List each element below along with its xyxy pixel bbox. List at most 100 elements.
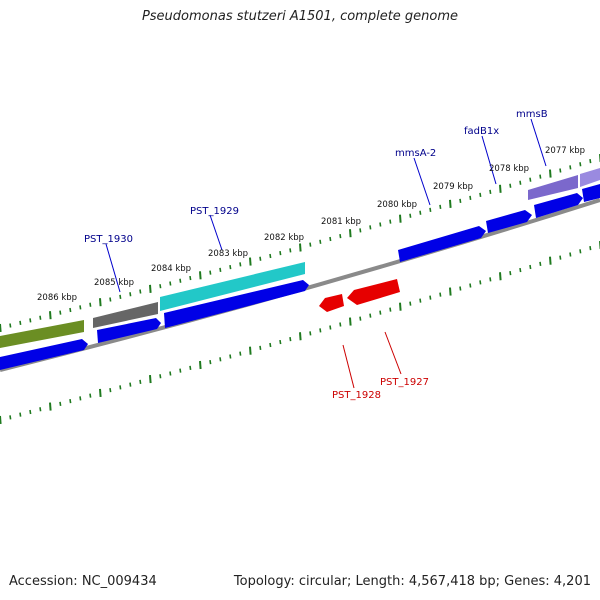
forward-gene-arrow[interactable]: [486, 210, 532, 233]
tick-mark: [589, 159, 592, 164]
tick-mark: [399, 214, 402, 223]
tick-mark: [199, 360, 202, 370]
scale-labels: 2077 kbp 2078 kbp 2079 kbp 2080 kbp 2081…: [37, 146, 585, 303]
cog-bar-olive[interactable]: [0, 320, 84, 348]
forward-gene-arrow[interactable]: [97, 318, 161, 343]
gene-label-pst1930[interactable]: PST_1930: [84, 234, 133, 245]
scale-label: 2083 kbp: [208, 249, 248, 259]
tick-mark: [159, 374, 162, 379]
tick-mark: [469, 195, 472, 201]
label-line-pst1929: [209, 214, 223, 251]
gene-label-pst1928[interactable]: PST_1928: [332, 390, 381, 401]
scale-label: 2085 kbp: [94, 278, 134, 288]
tick-mark: [189, 365, 192, 370]
tick-mark: [39, 315, 42, 320]
reverse-gene-arrow[interactable]: [319, 294, 344, 312]
forward-gene-arrow[interactable]: [0, 339, 88, 370]
tick-mark: [249, 257, 252, 266]
tick-mark: [349, 317, 352, 326]
tick-mark: [159, 284, 162, 289]
tick-mark: [9, 323, 12, 328]
tick-mark: [379, 222, 382, 227]
forward-gene-arrow[interactable]: [164, 280, 309, 328]
tick-mark: [239, 351, 242, 356]
tick-mark: [499, 184, 502, 193]
tick-mark: [469, 283, 472, 288]
tick-mark: [229, 264, 232, 270]
tick-mark: [119, 294, 122, 299]
lower-tick-ring: [0, 241, 600, 425]
tick-mark: [149, 284, 152, 293]
scale-label: 2086 kbp: [37, 293, 77, 303]
tick-mark: [79, 305, 82, 310]
tick-mark: [129, 292, 132, 297]
tick-mark: [139, 379, 142, 384]
tick-mark: [499, 272, 502, 281]
tick-mark: [289, 248, 292, 253]
gene-label-mmsB[interactable]: mmsB: [516, 109, 548, 120]
tick-mark: [99, 298, 102, 307]
tick-mark: [339, 322, 342, 327]
tick-mark: [209, 360, 212, 365]
tick-mark: [449, 199, 452, 208]
tick-mark: [139, 289, 142, 294]
tick-mark: [109, 388, 112, 393]
tick-mark: [509, 271, 512, 276]
tick-mark: [319, 239, 322, 244]
gene-label-mmsA2[interactable]: mmsA-2: [395, 148, 436, 159]
tick-mark: [489, 189, 492, 194]
tick-mark: [429, 207, 432, 212]
gene-labels: mmsB fadB1x mmsA-2 PST_1929 PST_1930 PST…: [84, 109, 548, 401]
gene-label-pst1927[interactable]: PST_1927: [380, 377, 429, 388]
tick-mark: [99, 388, 102, 397]
scale-label: 2082 kbp: [264, 233, 304, 243]
cog-bar-cyan[interactable]: [160, 262, 305, 311]
tick-mark: [249, 346, 252, 355]
tick-mark: [19, 320, 22, 326]
scale-label: 2078 kbp: [489, 164, 529, 174]
tick-mark: [439, 292, 442, 297]
tick-mark: [509, 183, 512, 188]
tick-mark: [279, 251, 282, 256]
reverse-strand-genes: [319, 279, 400, 312]
tick-mark: [579, 162, 582, 167]
tick-mark: [49, 311, 52, 320]
cog-bar-gray[interactable]: [93, 302, 158, 328]
tick-mark: [539, 261, 542, 266]
tick-mark: [369, 225, 372, 230]
tick-mark: [0, 323, 2, 333]
gene-label-fadB1x[interactable]: fadB1x: [464, 126, 499, 137]
tick-mark: [359, 228, 362, 233]
reverse-gene-arrow[interactable]: [347, 279, 400, 305]
topology-text: Topology: circular; Length: 4,567,418 bp…: [233, 574, 591, 589]
tick-mark: [309, 331, 312, 336]
tick-mark: [389, 219, 392, 224]
tick-mark: [269, 253, 272, 259]
tick-mark: [149, 374, 152, 384]
tick-mark: [269, 342, 272, 348]
tick-mark: [169, 281, 172, 286]
cog-bar-purple[interactable]: [528, 175, 578, 200]
forward-gene-arrow[interactable]: [398, 226, 486, 262]
forward-gene-arrow[interactable]: [534, 193, 583, 218]
tick-mark: [199, 271, 202, 280]
tick-mark: [419, 298, 422, 303]
gene-label-pst1929[interactable]: PST_1929: [190, 206, 239, 217]
forward-gene-arrow[interactable]: [582, 184, 600, 202]
tick-mark: [519, 267, 522, 273]
label-line-pst1930: [105, 243, 121, 293]
cog-bar-purple-2[interactable]: [580, 168, 600, 187]
tick-mark: [0, 415, 2, 425]
tick-mark: [169, 371, 172, 376]
tick-mark: [529, 177, 532, 182]
forward-strand-genes: [0, 184, 600, 370]
tick-mark: [409, 301, 412, 306]
tick-mark: [259, 256, 262, 261]
tick-mark: [399, 302, 402, 311]
label-line-pst1927: [384, 331, 402, 375]
cog-row: [0, 168, 600, 348]
tick-mark: [209, 270, 212, 275]
tick-mark: [459, 198, 462, 204]
tick-mark: [429, 295, 432, 300]
